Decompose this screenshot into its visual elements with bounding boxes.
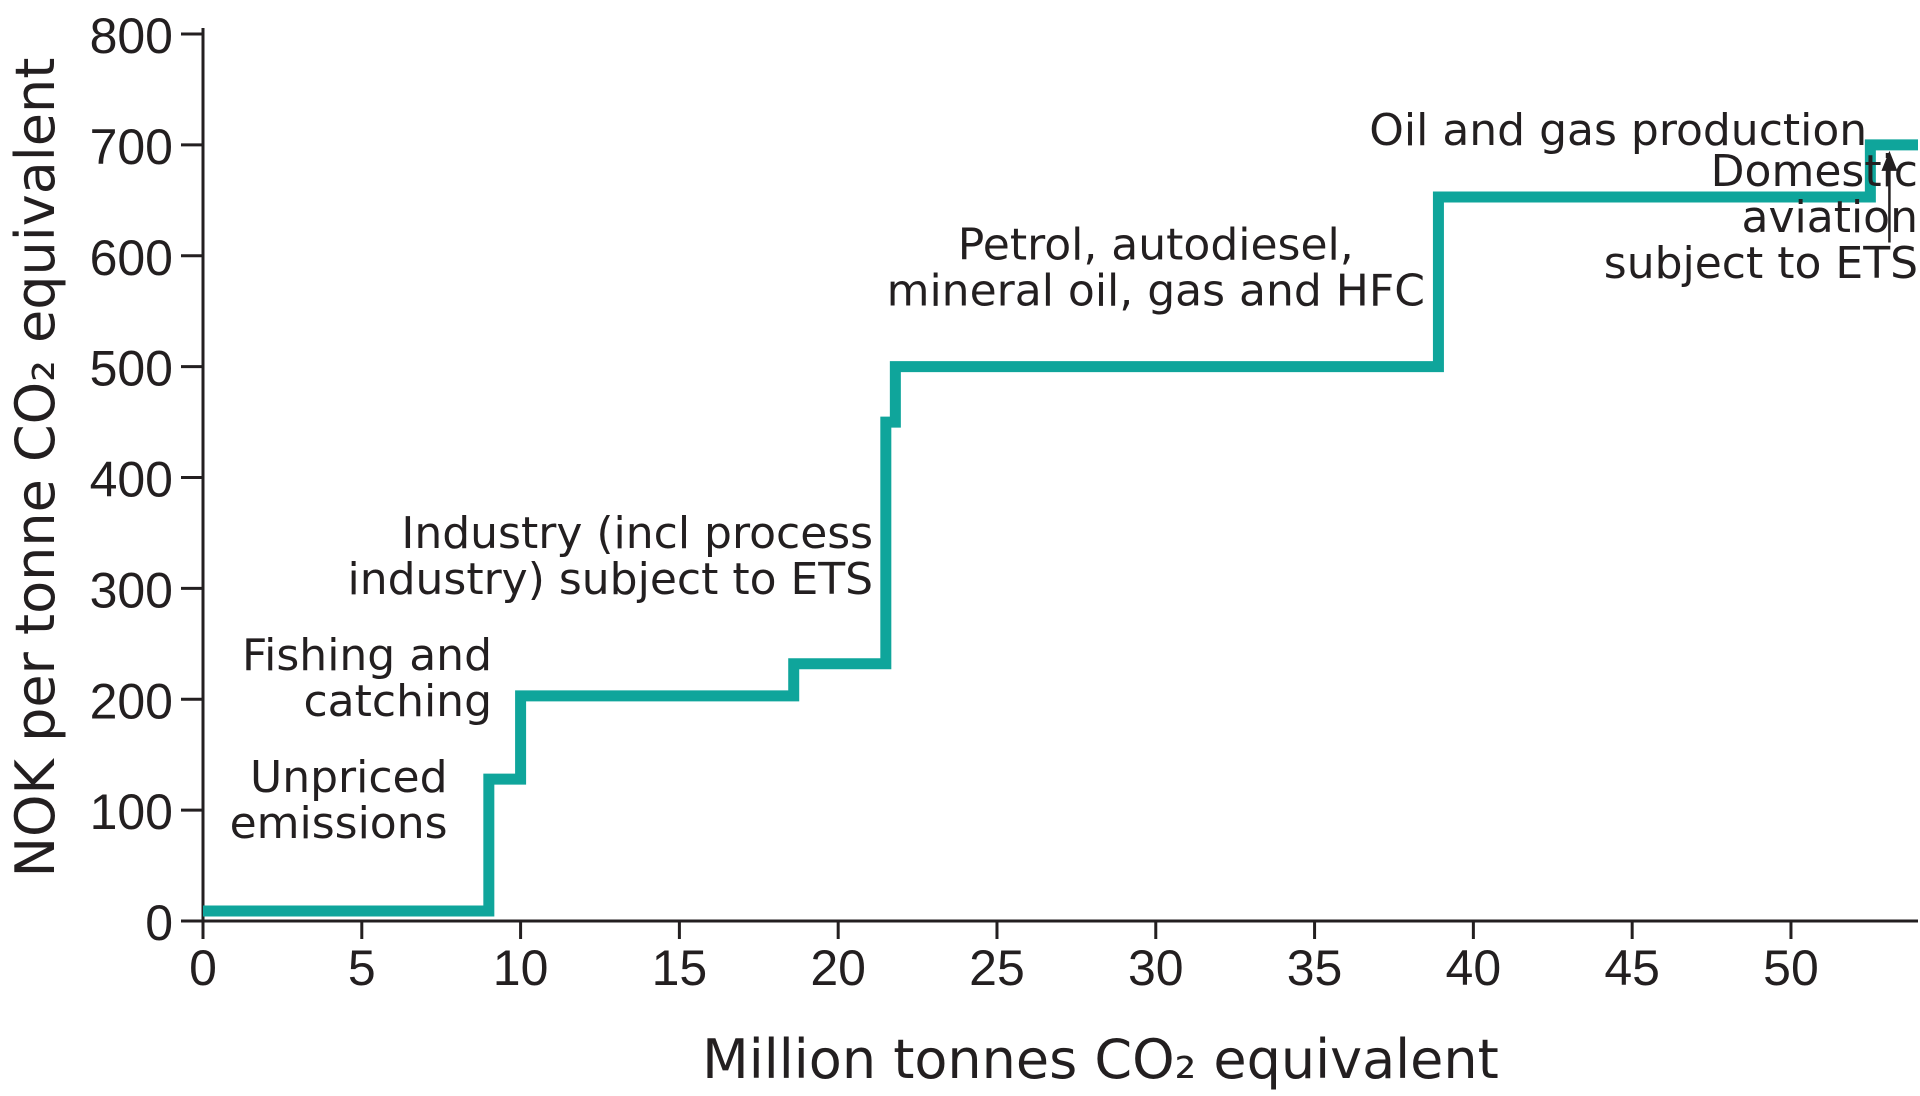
x-tick-label: 45 <box>1604 940 1660 996</box>
y-tick-label: 800 <box>90 8 173 64</box>
annotation-4: Oil and gas production <box>1369 105 1867 156</box>
axes <box>201 28 1918 923</box>
y-tick-label: 200 <box>90 673 173 729</box>
y-tick-label: 600 <box>90 230 173 286</box>
x-tick-label: 30 <box>1128 940 1184 996</box>
series <box>203 139 1918 917</box>
x-tick-label: 10 <box>493 940 549 996</box>
annotation-line: Unpriced <box>250 752 448 803</box>
step-line <box>203 139 1918 917</box>
annotation-line: Oil and gas production <box>1369 105 1867 156</box>
y-tick-label: 300 <box>90 562 173 618</box>
x-tick-label: 35 <box>1287 940 1343 996</box>
y-tick-label: 100 <box>90 784 173 840</box>
y-axis-title: NOK per tonne CO₂ equivalent <box>4 58 67 878</box>
y-tick-label: 500 <box>90 341 173 397</box>
annotation-line: emissions <box>230 798 448 849</box>
x-tick-label: 15 <box>652 940 708 996</box>
x-axis-title: Million tonnes CO₂ equivalent <box>702 1028 1499 1091</box>
x-tick-label: 40 <box>1446 940 1502 996</box>
y-tick-label: 400 <box>90 452 173 508</box>
annotation-line: subject to ETS <box>1604 238 1918 289</box>
annotation-line: aviation <box>1742 192 1918 243</box>
annotation-line: Domestic <box>1711 146 1918 197</box>
x-tick-label: 20 <box>810 940 866 996</box>
y-tick-label: 700 <box>90 119 173 175</box>
annotation-line: catching <box>303 676 492 727</box>
x-tick-label: 5 <box>348 940 376 996</box>
ticks: 0 100 200 300 400 500 600 700 800 0 5 10 15 20 25 30 35 4… <box>90 8 1819 996</box>
y-tick-label: 0 <box>145 895 173 951</box>
annotation-3: Petrol, autodiesel,mineral oil, gas and … <box>887 220 1425 317</box>
x-tick-label: 25 <box>969 940 1025 996</box>
annotation-line: mineral oil, gas and HFC <box>887 266 1425 317</box>
arrow-head <box>1881 150 1898 171</box>
annotation-line: Fishing and <box>242 630 492 681</box>
annotation-line: industry) subject to ETS <box>347 554 873 605</box>
x-tick-label: 50 <box>1763 940 1819 996</box>
annotation-line: Industry (incl process <box>401 508 873 559</box>
x-tick-label: 0 <box>189 940 217 996</box>
annotation-line: Petrol, autodiesel, <box>958 220 1354 271</box>
